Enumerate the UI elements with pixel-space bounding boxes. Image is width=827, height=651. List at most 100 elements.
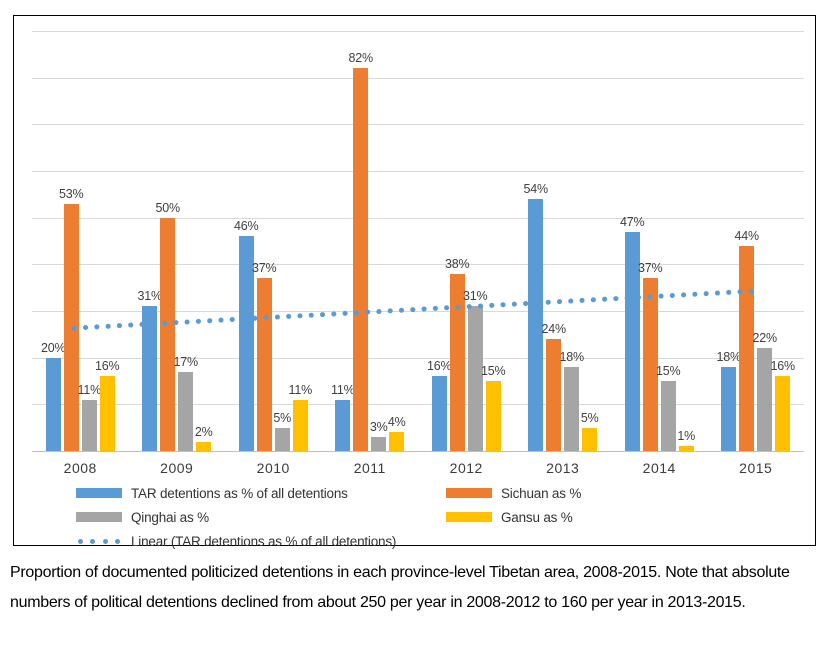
gridline [32, 31, 804, 32]
bar-tar-2011: 11% [331, 383, 355, 451]
bar-qinghai-2008: 11% [78, 383, 101, 451]
bar-tar-2009: 31% [138, 289, 162, 451]
legend-swatch-dotted-line [76, 538, 122, 544]
bar-group-2010: 46% 37% 5% 11% [225, 31, 322, 451]
figure-caption: Proportion of documented politicized det… [10, 564, 790, 611]
bar-gansu-2009: 2% [195, 425, 213, 451]
bar-group-2011: 11% 82% 3% 4% [322, 31, 419, 451]
bar-data-label: 38% [445, 256, 470, 271]
x-axis-line [32, 451, 804, 452]
x-axis-label-2010: 2010 [256, 460, 290, 476]
bar-qinghai-2015: 22% [753, 331, 777, 451]
gridline [32, 124, 804, 126]
legend-item-gansu: Gansu as % [446, 508, 573, 526]
bar-data-label: 15% [481, 364, 506, 378]
gridline [32, 264, 804, 266]
legend-swatch-qinghai [76, 512, 122, 522]
bar-gansu-2010: 11% [289, 383, 312, 451]
bar-data-label: 11% [77, 382, 102, 397]
bar-data-label: 54% [523, 182, 549, 196]
legend-label: Linear (TAR detentions as % of all deten… [131, 533, 397, 549]
bar-qinghai-2009: 17% [174, 355, 198, 451]
legend-swatch-gansu [446, 512, 492, 522]
bar-data-label: 18% [559, 350, 585, 364]
bar-data-label: 11% [331, 382, 355, 397]
x-axis-labels: 2008 2009 2010 2011 2012 2013 2014 2015 [32, 460, 804, 482]
legend-swatch-sichuan [446, 488, 492, 498]
bar-group-2014: 47% 37% 15% 1% [611, 31, 708, 451]
legend-label: Qinghai as % [131, 509, 209, 525]
bar-tar-2015: 18% [717, 350, 741, 451]
bar-qinghai-2010: 5% [273, 411, 291, 451]
bar-data-label: 18% [716, 350, 742, 364]
bar-group-2013: 54% 24% 18% 5% [515, 31, 612, 451]
bar-data-label: 16% [427, 359, 452, 374]
bar-sichuan-2010: 37% [252, 261, 277, 451]
bar-data-label: 2% [194, 424, 213, 439]
legend-item-tar: TAR detentions as % of all detentions [76, 484, 348, 502]
bar-data-label: 50% [155, 200, 181, 215]
bar-gansu-2015: 16% [771, 359, 795, 451]
legend-item-sichuan: Sichuan as % [446, 484, 581, 502]
x-axis-label-2008: 2008 [63, 460, 97, 476]
bar-data-label: 16% [770, 359, 796, 374]
x-axis-label-2015: 2015 [739, 460, 773, 476]
gridline [32, 404, 804, 406]
bar-data-label: 37% [638, 261, 663, 276]
bar-data-label: 1% [677, 429, 696, 444]
bar-data-label: 31% [137, 289, 163, 304]
bar-data-label: 24% [541, 322, 567, 336]
gridline [32, 77, 804, 79]
bar-gansu-2014: 1% [677, 429, 695, 451]
bar-data-label: 5% [580, 410, 599, 425]
bar-data-label: 53% [59, 186, 84, 201]
bar-data-label: 3% [369, 420, 388, 434]
x-axis-label-2012: 2012 [449, 460, 483, 476]
bar-data-label: 44% [734, 228, 760, 243]
bar-tar-2012: 16% [427, 359, 452, 451]
x-axis-label-2013: 2013 [546, 460, 580, 476]
bar-qinghai-2011: 3% [370, 420, 388, 451]
bar-data-label: 22% [752, 331, 778, 346]
x-axis-label-2011: 2011 [353, 460, 386, 476]
bar-gansu-2008: 16% [95, 359, 120, 451]
bar-qinghai-2013: 18% [560, 350, 584, 451]
bar-gansu-2013: 5% [581, 411, 599, 451]
gridline [32, 171, 804, 172]
bar-data-label: 11% [288, 382, 313, 397]
bar-data-label: 4% [387, 415, 406, 430]
gridline [32, 357, 804, 359]
bar-sichuan-2015: 44% [735, 229, 759, 451]
bar-group-2015: 18% 44% 22% 16% [708, 31, 805, 451]
bar-data-label: 16% [95, 359, 120, 374]
bar-group-2008: 20% 53% 11% 16% [32, 31, 129, 451]
legend-swatch-tar [76, 488, 122, 498]
x-axis-label-2014: 2014 [642, 460, 676, 476]
bar-sichuan-2009: 50% [156, 201, 180, 451]
bar-data-label: 47% [620, 214, 645, 229]
bar-group-2009: 31% 50% 17% 2% [129, 31, 226, 451]
legend-label: Sichuan as % [501, 485, 582, 501]
bar-gansu-2012: 15% [481, 364, 506, 451]
bar-data-label: 37% [252, 261, 277, 276]
chart-figure: 20% 53% 11% 16% 31% 50% 17% 2% 46% 37% 5% 11% 11% 82%… [13, 15, 816, 549]
bar-tar-2014: 47% [620, 215, 645, 451]
plot-area: 20% 53% 11% 16% 31% 50% 17% 2% 46% 37% 5% 11% 11% 82%… [32, 31, 805, 452]
gridline [32, 217, 804, 219]
bar-data-label: 82% [348, 51, 374, 66]
bar-sichuan-2011: 82% [349, 51, 373, 451]
bar-data-label: 46% [234, 219, 259, 234]
bar-data-label: 15% [656, 364, 681, 378]
legend-label: Gansu as % [501, 509, 573, 525]
legend-label: TAR detentions as % of all detentions [131, 485, 348, 501]
legend-item-linear-tar: Linear (TAR detentions as % of all deten… [76, 532, 396, 550]
bar-gansu-2011: 4% [388, 415, 406, 451]
x-axis-label-2009: 2009 [160, 460, 194, 476]
bar-data-label: 17% [173, 354, 199, 369]
bar-qinghai-2012: 31% [463, 289, 488, 451]
bar-sichuan-2008: 53% [59, 187, 84, 451]
bar-data-label: 20% [41, 340, 66, 355]
bar-group-2012: 16% 38% 31% 15% [418, 31, 515, 451]
bar-data-label: 5% [273, 410, 292, 425]
